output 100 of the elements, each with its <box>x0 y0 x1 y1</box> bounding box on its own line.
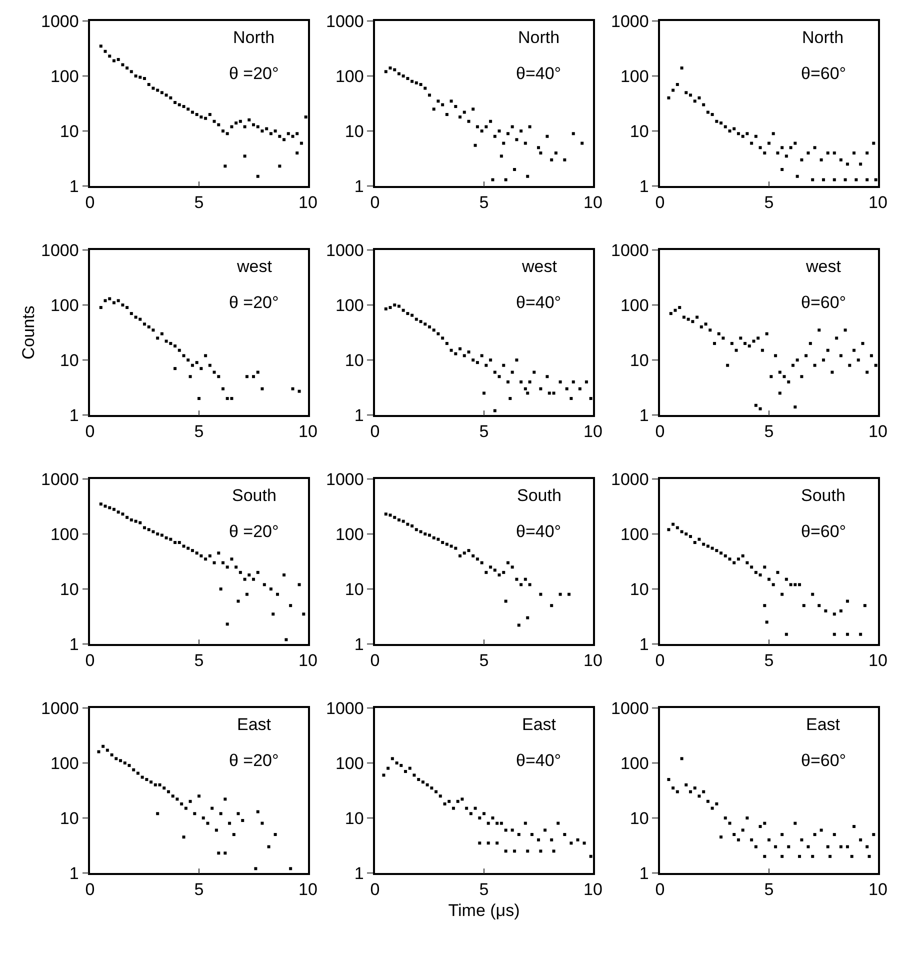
x-tick-label: 5 <box>764 880 774 900</box>
point <box>686 318 690 321</box>
point <box>160 91 164 94</box>
point <box>221 387 224 390</box>
point <box>243 125 246 128</box>
point <box>406 312 410 316</box>
x-tick-label: 5 <box>194 880 204 900</box>
point <box>578 387 582 390</box>
point <box>114 757 118 760</box>
point <box>480 561 484 564</box>
point <box>384 307 388 310</box>
point <box>524 822 527 825</box>
point <box>269 588 272 590</box>
point <box>724 554 727 558</box>
point <box>706 544 710 548</box>
point <box>667 528 670 532</box>
point <box>206 822 210 825</box>
point <box>506 561 510 564</box>
y-tick-label: 10 <box>60 808 79 828</box>
point <box>520 130 523 133</box>
point <box>248 573 251 576</box>
y-tick-label: 1 <box>639 406 649 426</box>
point <box>134 74 138 78</box>
point <box>121 63 124 66</box>
point <box>787 380 790 384</box>
point <box>700 325 703 328</box>
point <box>108 297 112 300</box>
point <box>502 364 506 367</box>
point <box>767 838 770 842</box>
point <box>448 800 451 803</box>
point <box>434 790 438 794</box>
point <box>676 526 679 530</box>
point <box>212 370 216 374</box>
point <box>776 570 780 574</box>
point <box>169 342 172 345</box>
point <box>200 116 203 118</box>
point <box>520 380 523 384</box>
point <box>782 375 786 378</box>
point <box>160 534 164 537</box>
point <box>445 342 448 345</box>
point <box>744 342 747 345</box>
annotation: θ=60° <box>801 751 846 770</box>
point <box>484 570 488 574</box>
x-tick-label: 10 <box>298 651 318 670</box>
point <box>460 798 464 801</box>
x-tick-label: 5 <box>479 422 489 442</box>
y-tick-label: 100 <box>335 754 364 773</box>
point <box>128 764 131 767</box>
point <box>508 396 512 400</box>
point <box>846 600 849 603</box>
point <box>576 838 580 842</box>
point <box>693 786 696 790</box>
point <box>676 790 679 794</box>
point <box>154 783 157 786</box>
point <box>526 174 530 178</box>
y-tick-label: 1 <box>69 864 79 883</box>
point <box>724 816 727 820</box>
point <box>221 130 224 133</box>
y-tick-label: 100 <box>335 66 364 86</box>
point <box>302 612 306 616</box>
point <box>272 612 275 616</box>
point <box>832 632 836 636</box>
point <box>498 573 501 576</box>
x-tick-label: 5 <box>764 193 774 212</box>
point <box>784 578 788 581</box>
point <box>684 783 688 786</box>
point <box>248 118 251 122</box>
point <box>826 348 830 352</box>
point <box>406 522 410 526</box>
point <box>691 320 694 324</box>
point <box>758 146 762 150</box>
point <box>480 130 484 133</box>
point <box>267 845 270 848</box>
y-tick-label: 1000 <box>326 470 364 489</box>
point <box>393 516 396 519</box>
annotation: East <box>522 715 556 734</box>
point <box>226 396 229 400</box>
point <box>304 116 308 118</box>
point <box>166 790 170 794</box>
x-tick-label: 0 <box>370 193 380 212</box>
y-tick-label: 1000 <box>611 240 649 260</box>
point <box>430 786 434 790</box>
point <box>256 370 260 374</box>
point <box>276 592 279 596</box>
y-axis-title: Counts <box>19 306 38 360</box>
point <box>489 358 492 362</box>
point <box>506 380 510 384</box>
point <box>224 164 227 168</box>
y-tick-label: 10 <box>344 350 364 370</box>
point <box>746 816 749 820</box>
y-tick-label: 1 <box>69 634 79 654</box>
point <box>852 348 856 352</box>
point <box>156 336 160 340</box>
point <box>806 845 810 848</box>
point <box>174 101 177 104</box>
point <box>424 532 427 536</box>
point <box>226 622 229 626</box>
y-tick-label: 100 <box>50 296 79 315</box>
point <box>256 174 260 178</box>
y-tick-label: 1 <box>354 406 364 426</box>
